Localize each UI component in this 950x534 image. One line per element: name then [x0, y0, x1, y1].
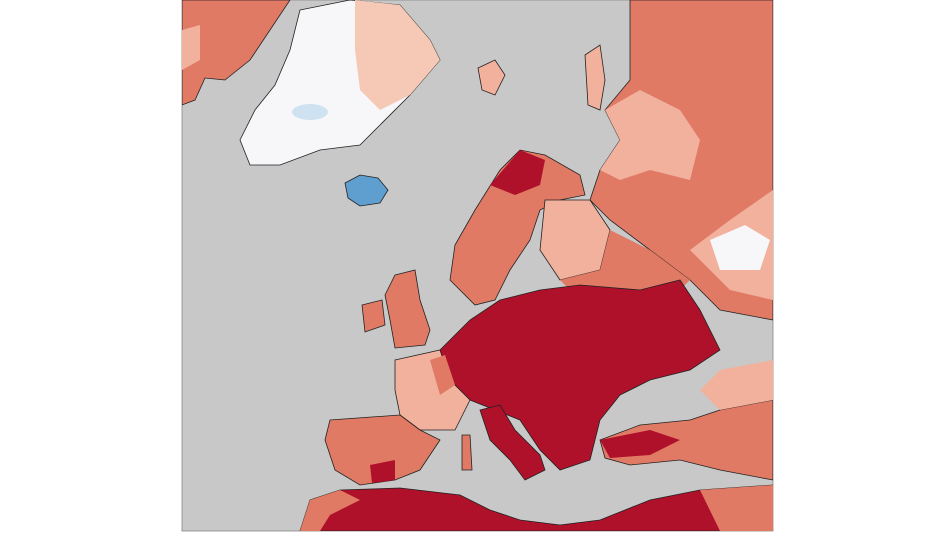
north-norway — [490, 150, 545, 195]
greenland-cold — [292, 104, 328, 120]
france-east — [430, 355, 455, 395]
britain — [384, 269, 431, 349]
west-turkey — [600, 430, 680, 458]
caucasus — [700, 360, 773, 410]
morocco — [300, 490, 360, 531]
iceland — [344, 174, 389, 207]
canada-light — [182, 25, 200, 70]
middle-east — [700, 485, 773, 531]
canada — [182, 0, 291, 106]
ireland — [361, 299, 386, 333]
scandinavia — [449, 149, 586, 306]
baltic — [560, 230, 690, 300]
italy — [479, 404, 546, 481]
ural-white — [710, 225, 770, 270]
turkey — [599, 399, 773, 481]
andalusia — [370, 460, 395, 483]
novaya-zemlya — [584, 44, 606, 111]
land — [182, 0, 773, 531]
russia-light — [600, 90, 700, 180]
svalbard — [477, 59, 506, 96]
iberia — [324, 414, 441, 486]
sardinia — [461, 434, 473, 471]
greenland-east — [355, 0, 440, 110]
